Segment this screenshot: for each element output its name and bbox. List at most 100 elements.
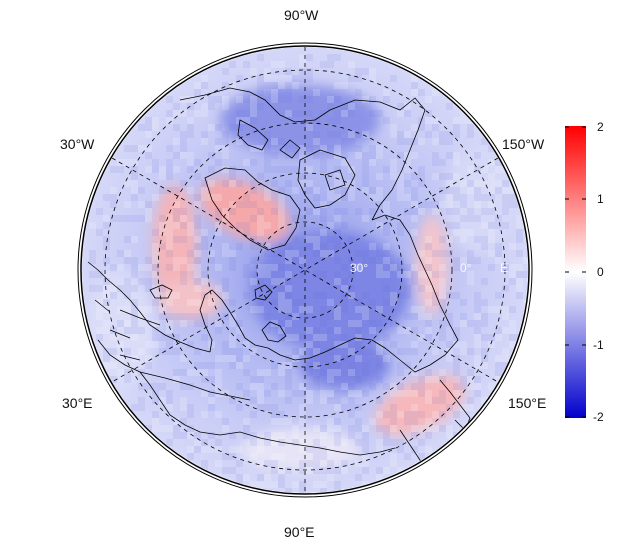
field-pixel (103, 320, 110, 327)
field-pixel (362, 257, 369, 264)
field-pixel (446, 194, 453, 201)
field-pixel (236, 138, 243, 145)
field-pixel (327, 376, 334, 383)
field-pixel (460, 348, 467, 355)
field-pixel (453, 362, 460, 369)
field-pixel (362, 425, 369, 432)
field-pixel (362, 369, 369, 376)
field-pixel (243, 110, 250, 117)
field-pixel (243, 117, 250, 124)
field-pixel (236, 446, 243, 453)
field-pixel (418, 306, 425, 313)
field-pixel (397, 131, 404, 138)
field-pixel (152, 229, 159, 236)
field-pixel (292, 313, 299, 320)
field-pixel (250, 201, 257, 208)
field-pixel (474, 180, 481, 187)
field-pixel (348, 362, 355, 369)
field-pixel (467, 229, 474, 236)
field-pixel (362, 453, 369, 460)
field-pixel (418, 250, 425, 257)
field-pixel (446, 425, 453, 432)
field-pixel (474, 355, 481, 362)
field-pixel (313, 131, 320, 138)
field-pixel (110, 348, 117, 355)
field-pixel (418, 180, 425, 187)
field-pixel (432, 292, 439, 299)
field-pixel (278, 278, 285, 285)
field-pixel (411, 187, 418, 194)
field-pixel (341, 103, 348, 110)
field-pixel (271, 439, 278, 446)
field-pixel (215, 411, 222, 418)
field-pixel (418, 383, 425, 390)
field-pixel (362, 306, 369, 313)
field-pixel (320, 313, 327, 320)
field-pixel (229, 334, 236, 341)
field-pixel (292, 299, 299, 306)
field-pixel (257, 390, 264, 397)
field-pixel (362, 292, 369, 299)
field-pixel (180, 110, 187, 117)
field-pixel (194, 222, 201, 229)
field-pixel (131, 173, 138, 180)
field-pixel (397, 327, 404, 334)
field-pixel (285, 355, 292, 362)
field-pixel (166, 243, 173, 250)
field-pixel (124, 320, 131, 327)
field-pixel (509, 243, 516, 250)
field-pixel (369, 208, 376, 215)
field-pixel (124, 285, 131, 292)
field-pixel (215, 215, 222, 222)
field-pixel (502, 222, 509, 229)
field-pixel (327, 103, 334, 110)
field-pixel (166, 425, 173, 432)
field-pixel (348, 194, 355, 201)
alaska-coastline (371, 214, 459, 341)
field-pixel (341, 110, 348, 117)
field-pixel (446, 250, 453, 257)
field-pixel (334, 110, 341, 117)
field-pixel (306, 341, 313, 348)
field-pixel (173, 187, 180, 194)
map-inner-rim (77, 42, 533, 498)
field-pixel (243, 341, 250, 348)
field-pixel (229, 201, 236, 208)
field-pixel (404, 285, 411, 292)
field-pixel (334, 355, 341, 362)
field-pixel (425, 110, 432, 117)
field-pixel (425, 334, 432, 341)
field-pixel (425, 285, 432, 292)
field-pixel (327, 474, 334, 481)
field-pixel (306, 467, 313, 474)
field-pixel (313, 439, 320, 446)
field-pixel (152, 292, 159, 299)
field-pixel (152, 334, 159, 341)
field-pixel (243, 159, 250, 166)
field-pixel (124, 236, 131, 243)
field-pixel (355, 418, 362, 425)
field-pixel (411, 313, 418, 320)
field-pixel (222, 68, 229, 75)
field-pixel (313, 138, 320, 145)
field-pixel (495, 362, 502, 369)
field-pixel (460, 299, 467, 306)
field-pixel (481, 222, 488, 229)
field-pixel (131, 327, 138, 334)
field-pixel (348, 425, 355, 432)
field-pixel (474, 152, 481, 159)
field-pixel (439, 327, 446, 334)
field-pixel (313, 467, 320, 474)
field-pixel (411, 306, 418, 313)
field-pixel (327, 250, 334, 257)
field-pixel (411, 404, 418, 411)
field-pixel (495, 334, 502, 341)
field-pixel (488, 250, 495, 257)
field-pixel (320, 250, 327, 257)
field-pixel (264, 460, 271, 467)
colorbar (565, 126, 586, 418)
field-pixel (173, 348, 180, 355)
field-pixel (264, 404, 271, 411)
field-pixel (418, 453, 425, 460)
latitude-circle-60 (157, 122, 453, 418)
